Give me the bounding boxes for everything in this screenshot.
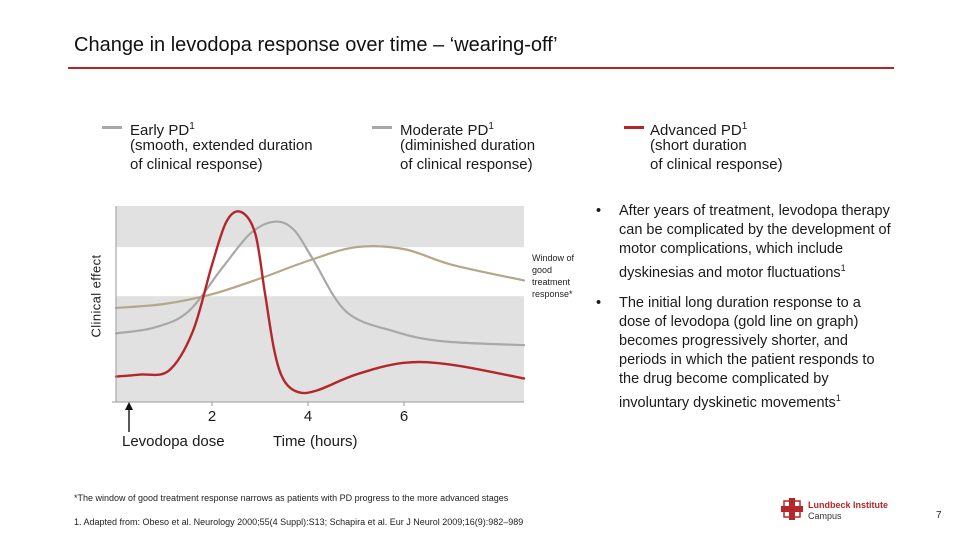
dose-label: Levodopa dose: [122, 433, 225, 450]
x-axis-label: Time (hours): [273, 433, 358, 450]
tick-layer: [211, 402, 405, 406]
legend-desc-early: (smooth, extended duration of clinical r…: [130, 137, 313, 173]
legend-swatch-advanced: [624, 126, 644, 129]
legend-label-advanced: Advanced PD1: [650, 121, 748, 139]
dose-arrow-head: [125, 402, 133, 410]
bullet-item: • After years of treatment, levodopa ther…: [596, 203, 891, 281]
x-tick-label: 6: [399, 408, 409, 425]
series-line-gold: [114, 245, 526, 310]
legend-swatch-moderate: [372, 126, 392, 129]
lundbeck-logo: Lundbeck Institute Campus: [780, 497, 888, 526]
logo-icon: [781, 498, 803, 520]
bullet-list: • After years of treatment, levodopa ther…: [596, 202, 896, 424]
series-line-red: [114, 210, 526, 395]
slide-title: Change in levodopa response over time – …: [74, 34, 558, 56]
legend-desc-advanced: (short duration of clinical response): [650, 137, 783, 173]
dose-arrow: [125, 402, 133, 432]
page-number: 7: [936, 510, 942, 521]
bullet-marker: •: [596, 294, 602, 311]
bullet-marker: •: [596, 203, 602, 219]
bullet-item: • The initial long duration response to a…: [596, 294, 875, 411]
series-layer: [114, 210, 526, 395]
footnote: *The window of good treatment response n…: [74, 493, 509, 503]
x-tick-label: 4: [303, 408, 313, 425]
legend-label-early: Early PD1: [130, 121, 195, 139]
plot-background: [116, 206, 524, 402]
treatment-window-label: Window of good treatment response*: [532, 253, 575, 299]
legend-swatch-early: [102, 126, 122, 129]
y-axis-label: Clinical effect: [88, 254, 104, 338]
series-line-grey: [114, 220, 526, 347]
legend-desc-moderate: (diminished duration of clinical respons…: [400, 137, 536, 173]
reference: 1. Adapted from: Obeso et al. Neurology …: [74, 517, 524, 527]
logo-text: Lundbeck Institute: [808, 500, 889, 510]
x-tick-label: 2: [207, 408, 217, 425]
logo-subtext: Campus: [808, 511, 842, 521]
title-divider: [68, 67, 894, 69]
legend-label-moderate: Moderate PD1: [400, 121, 494, 139]
